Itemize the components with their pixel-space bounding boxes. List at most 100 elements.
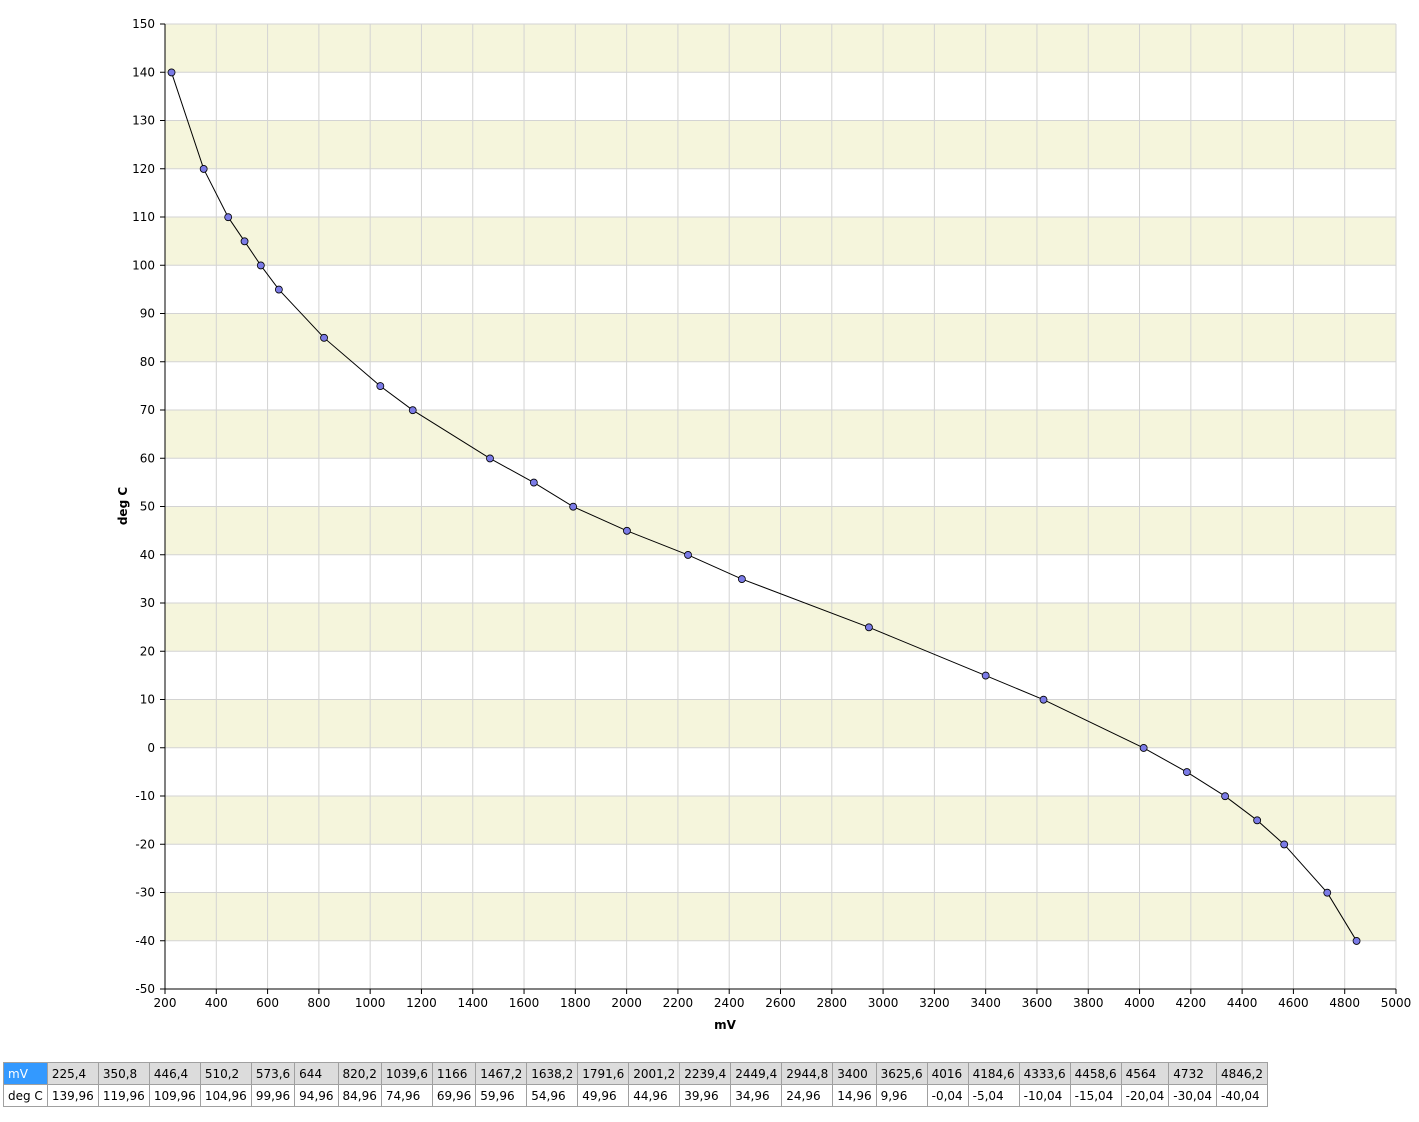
point [1221, 792, 1229, 801]
y-tick-label: 10 [140, 693, 155, 707]
x-tick-label: 400 [205, 996, 228, 1010]
y-tick-label: -40 [135, 934, 155, 948]
y-tick-label: 90 [140, 307, 155, 321]
x-tick-label: 200 [154, 996, 177, 1010]
table-cell: 39,96 [679, 1084, 732, 1107]
table-cell: 24,96 [781, 1084, 834, 1107]
chart: mV deg C 200 400 600 800 1000 1200 1400 1600 180… [116, 17, 1412, 1032]
y-tick-label: -10 [135, 789, 155, 803]
y-tick-label: 40 [140, 548, 155, 562]
table-cell: 4016 [926, 1062, 969, 1085]
y-tick-label: -30 [135, 886, 155, 900]
y-tick-label: 20 [140, 644, 155, 658]
table-cell: 573,6 [250, 1062, 296, 1085]
y-tick-label: 50 [140, 500, 155, 514]
y-tick-label: 100 [132, 258, 155, 272]
y-tick-label: 110 [132, 210, 155, 224]
table-row: deg C 139,96 119,96 109,96 104,96 99,96 94,96 8… [3, 1084, 1268, 1107]
x-tick-label: 4800 [1329, 996, 1360, 1010]
point [981, 671, 990, 680]
point [623, 526, 631, 535]
x-tick-label: 1800 [560, 996, 591, 1010]
table-cell: mV [3, 1062, 48, 1085]
table-cell: 94,96 [294, 1084, 339, 1107]
table-cell: 4732 [1168, 1062, 1217, 1085]
table-cell: 4184,6 [967, 1062, 1020, 1085]
table-cell: 446,4 [148, 1062, 201, 1085]
table-cell: 44,96 [628, 1084, 681, 1107]
table-cell: 84,96 [337, 1084, 382, 1107]
x-tick-label: 3400 [970, 996, 1001, 1010]
table-cell: 104,96 [199, 1084, 252, 1107]
table-cell: 3625,6 [875, 1062, 928, 1085]
table-cell: 820,2 [337, 1062, 382, 1085]
table-cell: 2239,4 [679, 1062, 732, 1085]
table-cell: 54,96 [526, 1084, 579, 1107]
x-tick-label: 1600 [509, 996, 540, 1010]
data-table: mV 225,4 350,8 446,4 510,2 573,6 644 820,2 1039,… [3, 1062, 1268, 1107]
point [167, 68, 176, 77]
table-cell: 350,8 [97, 1062, 150, 1085]
table-cell: 49,96 [577, 1084, 630, 1107]
y-axis-label: deg C [116, 487, 130, 525]
y-tick-label: 150 [132, 17, 155, 31]
table-cell: 109,96 [148, 1084, 201, 1107]
table-cell: 510,2 [199, 1062, 252, 1085]
table-cell: 74,96 [380, 1084, 433, 1107]
y-tick-label: -20 [135, 837, 155, 851]
x-tick-label: 3200 [919, 996, 950, 1010]
point [684, 551, 692, 559]
x-tick-label: 5000 [1381, 996, 1412, 1010]
point [408, 406, 417, 415]
x-axis-label: mV [714, 1018, 737, 1032]
table-cell: -10,04 [1018, 1084, 1071, 1107]
x-tick-label: 2200 [663, 996, 694, 1010]
x-tick-label: 4000 [1124, 996, 1155, 1010]
y-tick-label: 30 [140, 596, 155, 610]
point [1039, 695, 1048, 704]
point [320, 333, 328, 342]
point [1182, 768, 1191, 776]
table-cell: 4333,6 [1018, 1062, 1071, 1085]
y-tick-label: 60 [140, 451, 155, 465]
point [737, 575, 746, 583]
table-cell: 1039,6 [380, 1062, 433, 1085]
table-cell: 644 [294, 1062, 339, 1085]
x-tick-label: 3600 [1022, 996, 1053, 1010]
y-tick-label: 120 [132, 162, 155, 176]
point [199, 165, 208, 173]
table-cell: 4458,6 [1069, 1062, 1122, 1085]
table-row: mV 225,4 350,8 446,4 510,2 573,6 644 820,2 1039,… [3, 1062, 1268, 1085]
table-cell: 1638,2 [526, 1062, 579, 1085]
table-cell: 2001,2 [628, 1062, 681, 1085]
table-cell: 1166 [431, 1062, 477, 1085]
point [486, 454, 494, 463]
table-cell: 225,4 [46, 1062, 99, 1085]
x-tick-label: 1200 [406, 996, 437, 1010]
table-cell: deg C [3, 1084, 48, 1107]
x-tick-label: 4400 [1227, 996, 1258, 1010]
table-cell: 9,96 [875, 1084, 928, 1107]
table-cell: 14,96 [832, 1084, 877, 1107]
table-cell: -30,04 [1168, 1084, 1217, 1107]
table-cell: -40,04 [1215, 1084, 1268, 1107]
point [1280, 840, 1289, 849]
y-tick-label: 70 [140, 403, 155, 417]
point [1253, 816, 1262, 825]
point [569, 502, 578, 511]
point [1139, 744, 1148, 752]
point [529, 478, 538, 487]
x-tick-label: 2400 [714, 996, 745, 1010]
point [376, 382, 385, 390]
x-tick-label: 1400 [457, 996, 488, 1010]
table-cell: -15,04 [1069, 1084, 1122, 1107]
point [1352, 937, 1361, 945]
table-cell: 34,96 [730, 1084, 783, 1107]
table-cell: 99,96 [250, 1084, 296, 1107]
table-cell: 1467,2 [475, 1062, 528, 1085]
y-tick-label: 140 [132, 65, 155, 79]
x-tick-label: 2600 [765, 996, 796, 1010]
point [1323, 888, 1332, 897]
table-cell: 1791,6 [577, 1062, 630, 1085]
